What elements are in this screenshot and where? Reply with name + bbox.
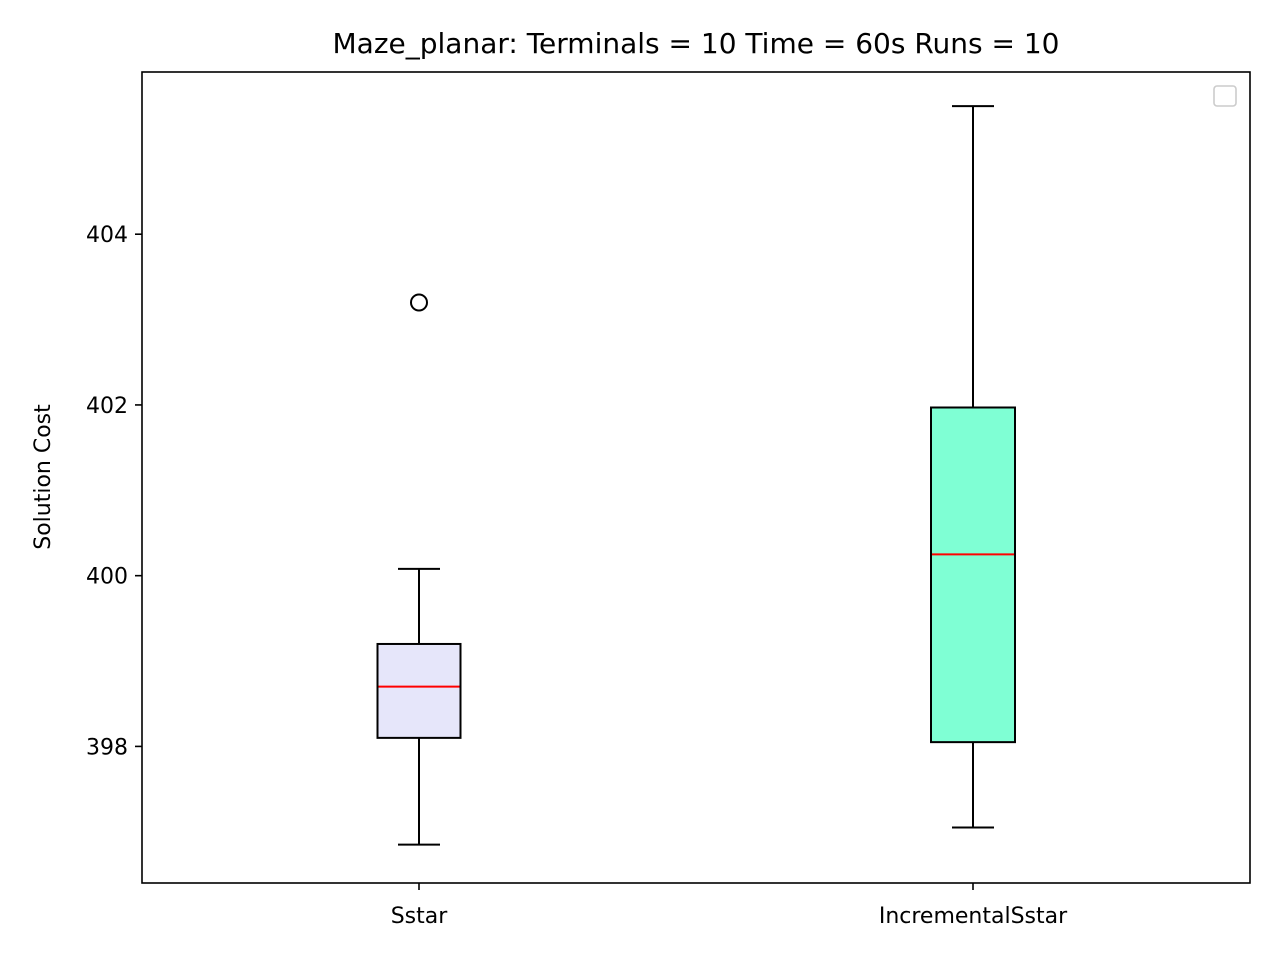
y-tick-label: 400 — [86, 565, 128, 590]
y-tick-label: 402 — [86, 394, 128, 419]
y-tick-label: 398 — [86, 735, 128, 760]
x-tick-label: IncrementalSstar — [879, 904, 1068, 929]
box-IncrementalSstar — [930, 406, 1016, 744]
chart-title: Maze_planar: Terminals = 10 Time = 60s R… — [333, 27, 1060, 60]
y-axis-label: Solution Cost — [31, 404, 56, 550]
box-Sstar — [376, 642, 462, 739]
legend — [1213, 85, 1237, 107]
axes-frame — [141, 71, 1251, 884]
plot-area: 398 400 402 404 Sstar IncrementalSstar — [86, 105, 1068, 929]
x-tick-label: Sstar — [391, 904, 449, 929]
legend-box — [1213, 85, 1237, 107]
outlier-point — [410, 293, 428, 312]
y-tick-label: 404 — [86, 223, 128, 248]
